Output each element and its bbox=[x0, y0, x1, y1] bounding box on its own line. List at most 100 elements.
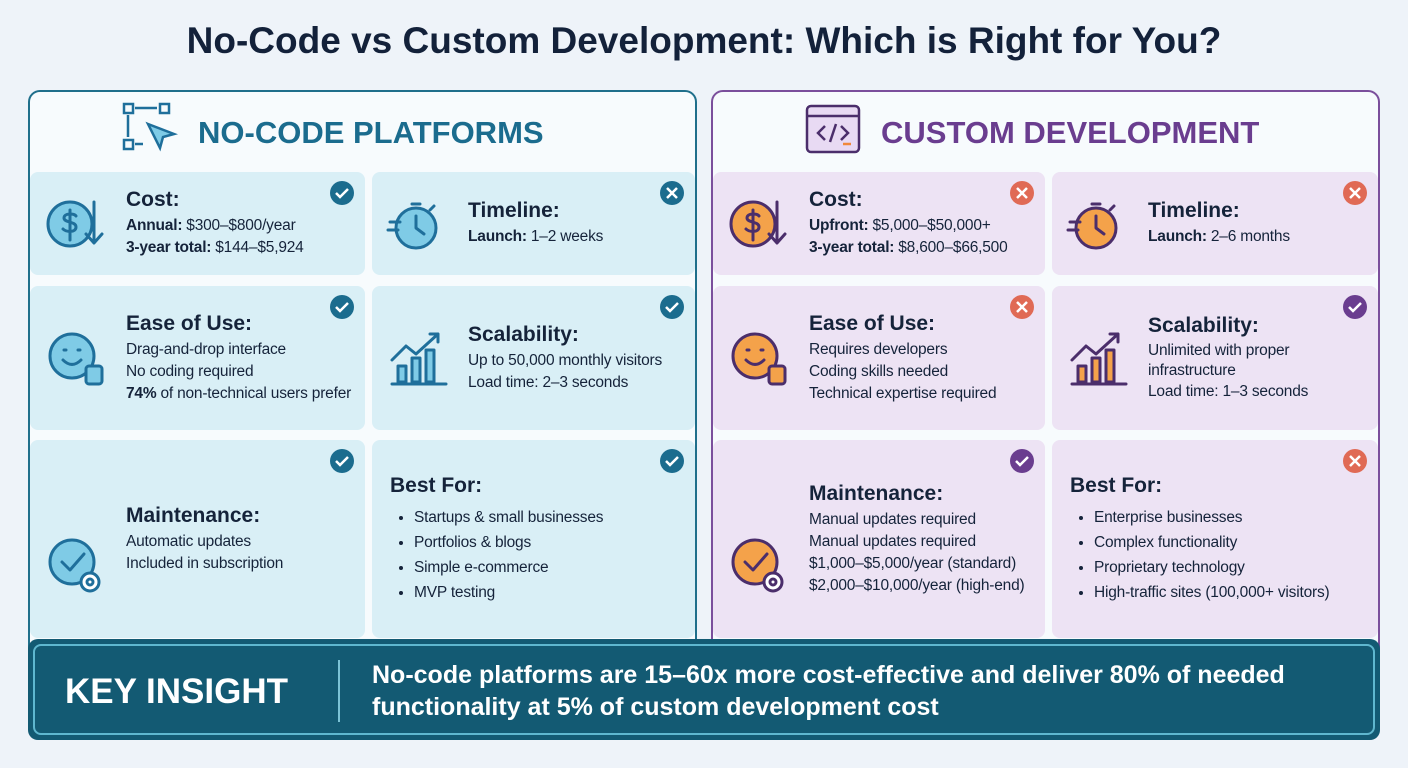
bullet-list: Enterprise businessesComplex functionali… bbox=[1070, 505, 1372, 605]
line-text: $5,000–$50,000+ bbox=[872, 217, 991, 234]
card-line: $2,000–$10,000/year (high-end) bbox=[809, 575, 1039, 597]
status-check-graphic bbox=[330, 449, 354, 473]
card-icon bbox=[386, 326, 450, 395]
line-label: Upfront: bbox=[809, 217, 869, 234]
card-icon bbox=[1066, 326, 1130, 395]
card-icon-graphic bbox=[1066, 202, 1118, 249]
bullet: MVP testing bbox=[414, 580, 689, 605]
status-check-graphic bbox=[330, 295, 354, 319]
card-icon-graphic bbox=[1070, 332, 1128, 386]
bullet: Complex functionality bbox=[1094, 530, 1372, 555]
card: Ease of Use: Requires developers Coding sk… bbox=[713, 286, 1045, 430]
card-icon-graphic bbox=[48, 538, 101, 593]
bullet: High-traffic sites (100,000+ visitors) bbox=[1094, 580, 1372, 605]
card-line: Load time: 1–3 seconds bbox=[1148, 381, 1372, 403]
card-icon bbox=[727, 534, 791, 603]
key-insight-label: KEY INSIGHT bbox=[65, 672, 289, 711]
card: Cost: Annual: $300–$800/year 3-year total: $… bbox=[30, 172, 365, 275]
line-text: Unlimited with proper infrastructure bbox=[1148, 341, 1290, 379]
line-text: Manual updates required bbox=[809, 532, 976, 550]
bullet-list: Startups & small businessesPortfolios & … bbox=[390, 505, 689, 605]
card-line: Included in subscription bbox=[126, 553, 359, 575]
card-icon bbox=[727, 192, 791, 261]
card-title: Cost: bbox=[126, 188, 180, 211]
bullet: Simple e-commerce bbox=[414, 555, 689, 580]
card-line: Drag-and-drop interface bbox=[126, 339, 359, 361]
line-text: Up to 50,000 monthly visitors bbox=[468, 351, 663, 369]
card-line: Unlimited with proper infrastructure bbox=[1148, 341, 1372, 381]
card-icon-graphic bbox=[46, 200, 104, 247]
card-title: Timeline: bbox=[468, 199, 560, 222]
status-check bbox=[1342, 294, 1368, 325]
card: Scalability: Up to 50,000 monthly visitor… bbox=[372, 286, 695, 430]
card-icon bbox=[44, 326, 108, 395]
key-insight: KEY INSIGHT No-code platforms are 15–60x… bbox=[28, 639, 1380, 740]
line-text: $300–$800/year bbox=[186, 217, 296, 234]
card-title: Best For: bbox=[390, 473, 483, 497]
card-line: Manual updates required bbox=[809, 531, 1039, 553]
line-text: $144–$5,924 bbox=[215, 239, 304, 256]
status-check bbox=[1009, 448, 1035, 479]
card-title: Cost: bbox=[809, 188, 863, 211]
line-text: 1–2 weeks bbox=[530, 228, 604, 245]
card-line: No coding required bbox=[126, 361, 359, 383]
status-cross-graphic bbox=[1343, 181, 1367, 205]
panel-icon bbox=[803, 100, 863, 165]
card-line: $1,000–$5,000/year (standard) bbox=[809, 553, 1039, 575]
card: Best For: Enterprise businessesComplex fu… bbox=[1052, 440, 1378, 638]
card-line: Up to 50,000 monthly visitors bbox=[468, 350, 689, 372]
status-cross bbox=[1009, 294, 1035, 325]
line-text: No coding required bbox=[126, 362, 254, 380]
status-check-graphic bbox=[660, 295, 684, 319]
key-insight-text: No-code platforms are 15–60x more cost-e… bbox=[372, 661, 1285, 721]
card-title: Scalability: bbox=[468, 322, 579, 346]
status-cross bbox=[1342, 180, 1368, 211]
line-text: $1,000–$5,000/year (standard) bbox=[809, 554, 1017, 572]
line-text: of non-technical users prefer bbox=[160, 384, 352, 402]
card-line: Technical expertise required bbox=[809, 383, 1039, 405]
card-title: Maintenance: bbox=[809, 481, 944, 505]
page-title: No-Code vs Custom Development: Which is … bbox=[186, 20, 1222, 61]
bullet: Enterprise businesses bbox=[1094, 505, 1372, 530]
line-text: 2–6 months bbox=[1210, 228, 1290, 245]
line-text: Drag-and-drop interface bbox=[126, 340, 286, 358]
panel-heading: CUSTOM DEVELOPMENT bbox=[881, 115, 1260, 150]
status-cross-graphic bbox=[1010, 295, 1034, 319]
card-line: Load time: 2–3 seconds bbox=[468, 372, 689, 394]
status-check bbox=[329, 448, 355, 479]
status-cross-graphic bbox=[1010, 181, 1034, 205]
line-text: Requires developers bbox=[809, 340, 948, 358]
card-icon-graphic bbox=[731, 332, 787, 386]
card: Maintenance: Manual updates required Manua… bbox=[713, 440, 1045, 638]
card: Maintenance: Automatic updates Included in… bbox=[30, 440, 365, 638]
card-line: Annual: $300–$800/year bbox=[126, 215, 359, 237]
card-line: 3-year total: $144–$5,924 bbox=[126, 237, 359, 259]
status-cross bbox=[1342, 448, 1368, 479]
status-check bbox=[329, 294, 355, 325]
card: Scalability: Unlimited with proper infras… bbox=[1052, 286, 1378, 430]
card-icon bbox=[386, 192, 450, 261]
line-text: Manual updates required bbox=[809, 510, 976, 528]
card-line: 74% of non-technical users prefer bbox=[126, 383, 359, 405]
panel-icon-graphic bbox=[805, 104, 861, 154]
status-cross bbox=[1009, 180, 1035, 211]
card-line: Automatic updates bbox=[126, 531, 359, 553]
card-icon bbox=[1066, 192, 1130, 261]
card: Timeline: Launch: 2–6 months bbox=[1052, 172, 1378, 275]
card-line: Launch: 1–2 weeks bbox=[468, 226, 689, 248]
line-text: Automatic updates bbox=[126, 532, 251, 550]
card-line: 3-year total: $8,600–$66,500 bbox=[809, 237, 1039, 259]
card-line: Coding skills needed bbox=[809, 361, 1039, 383]
card-title: Ease of Use: bbox=[809, 311, 936, 335]
card-icon-graphic bbox=[731, 538, 784, 593]
line-label: 3-year total: bbox=[126, 239, 212, 256]
card-title: Best For: bbox=[1070, 473, 1163, 497]
status-check-graphic bbox=[1343, 295, 1367, 319]
line-label: 74% bbox=[126, 384, 157, 402]
card-line: Upfront: $5,000–$50,000+ bbox=[809, 215, 1039, 237]
card-line: Launch: 2–6 months bbox=[1148, 226, 1372, 248]
line-text: Load time: 2–3 seconds bbox=[468, 373, 629, 391]
key-insight-frame: KEY INSIGHT No-code platforms are 15–60x… bbox=[33, 644, 1375, 735]
status-check-graphic bbox=[660, 449, 684, 473]
